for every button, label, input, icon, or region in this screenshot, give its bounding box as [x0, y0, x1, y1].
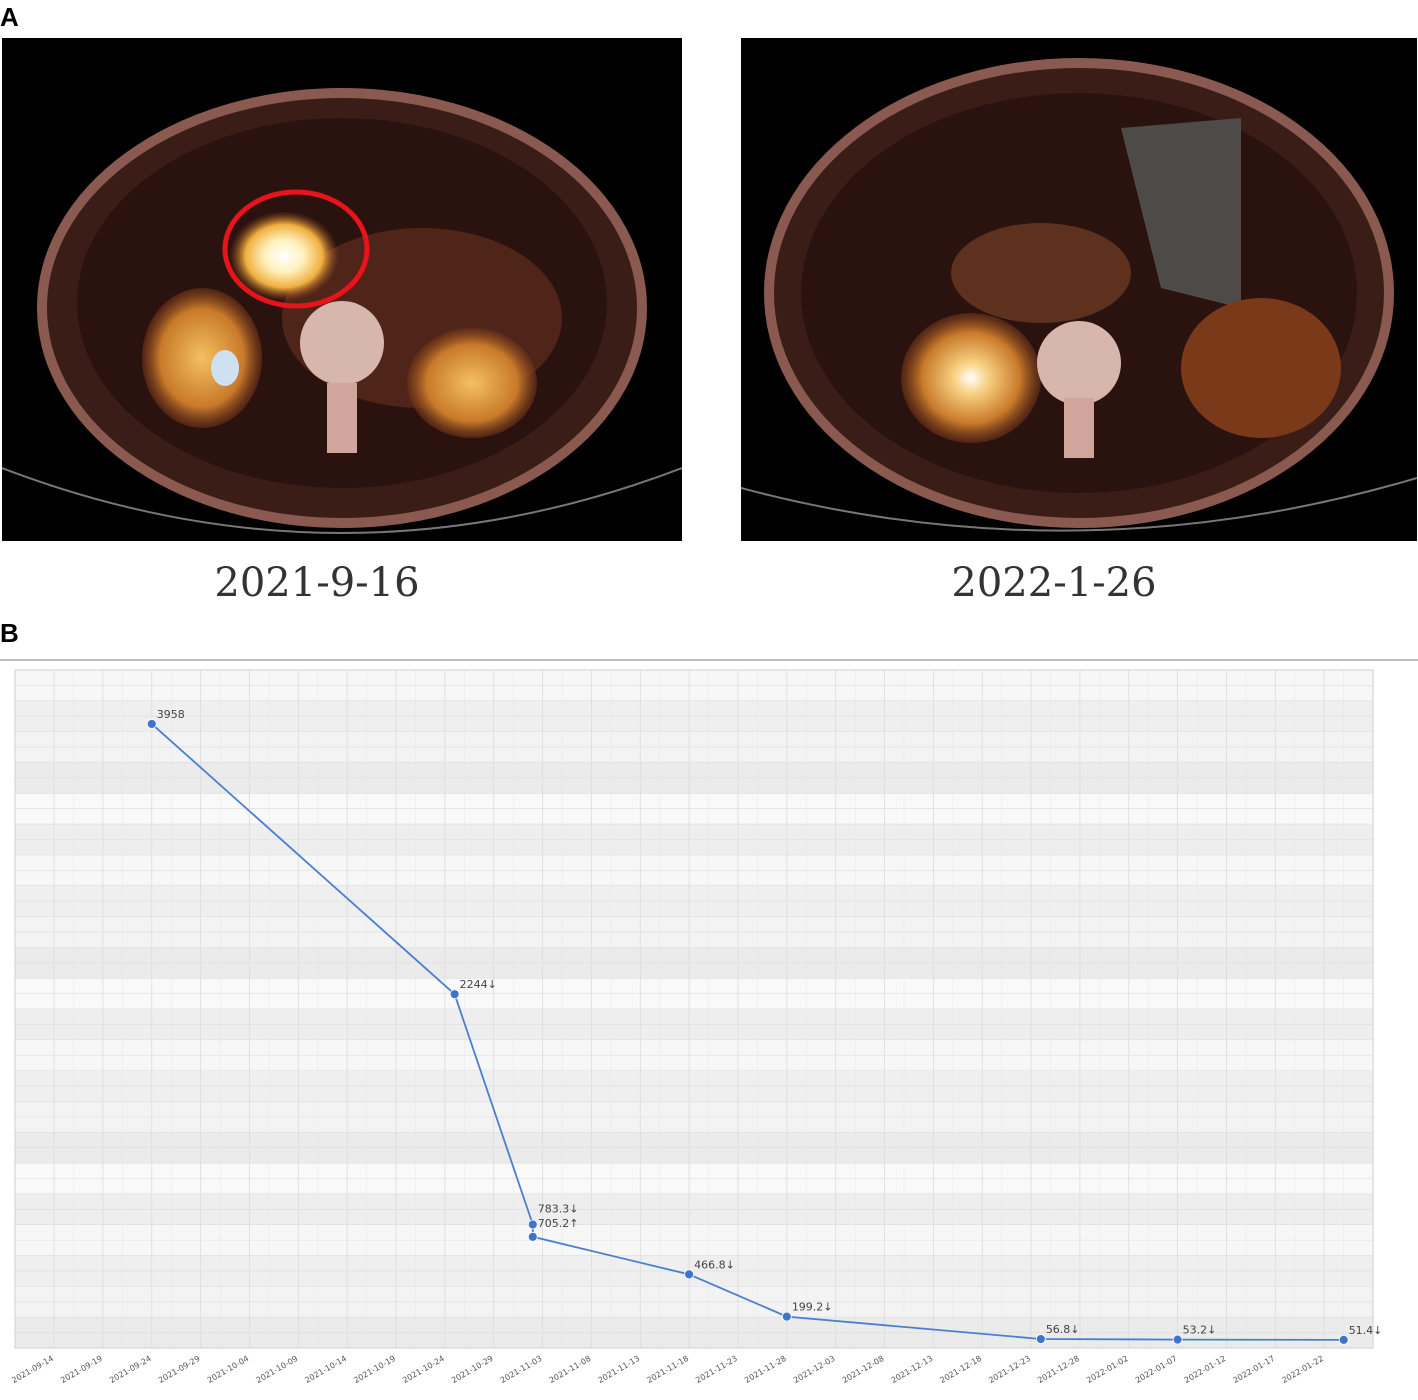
data-label: 56.8↓	[1046, 1323, 1080, 1336]
x-tick-label: 2021-10-19	[352, 1354, 397, 1385]
data-point	[527, 1231, 538, 1242]
x-tick-label: 2021-10-09	[255, 1354, 300, 1385]
x-tick-label: 2021-12-03	[792, 1354, 837, 1385]
pet-ct-scan-baseline	[2, 38, 682, 541]
x-tick-label: 2021-10-29	[450, 1354, 495, 1385]
data-labels: 3958 2244↓ 783.3↓ 705.2↑ 466.8↓ 199.2↓ 56.8↓ 53…	[157, 708, 1383, 1337]
x-tick-label: 2021-11-03	[499, 1354, 544, 1385]
data-label: 783.3↓	[538, 1202, 579, 1215]
trend-line-chart: 2021-09-14 2021-09-19 2021-09-24 2021-09-29…	[10, 669, 1383, 1385]
x-tick-label: 2022-01-17	[1232, 1354, 1277, 1385]
x-tick-label: 2021-12-28	[1036, 1354, 1081, 1385]
x-tick-label: 2021-12-18	[938, 1354, 983, 1385]
lesion-highlight-circle	[222, 189, 370, 309]
x-tick-label: 2021-12-08	[841, 1354, 886, 1385]
data-label: 51.4↓	[1349, 1324, 1383, 1337]
pet-ct-scan-followup	[741, 38, 1417, 541]
x-tick-label: 2021-09-29	[157, 1354, 202, 1385]
panel-label-b: B	[0, 618, 19, 648]
x-tick-label: 2021-12-23	[987, 1354, 1032, 1385]
data-point	[146, 719, 157, 729]
pet-ct-image-1	[2, 38, 682, 541]
plot-frame	[14, 669, 1374, 1349]
pet-ct-image-2	[741, 38, 1417, 541]
x-tick-label: 2022-01-12	[1183, 1354, 1228, 1385]
x-tick-label: 2022-01-22	[1280, 1354, 1325, 1385]
data-point	[1172, 1334, 1183, 1345]
data-label: 199.2↓	[792, 1301, 833, 1314]
data-label: 53.2↓	[1183, 1324, 1217, 1337]
x-tick-label: 2021-10-04	[206, 1354, 251, 1385]
x-tick-label: 2022-01-07	[1134, 1354, 1179, 1385]
data-label: 2244↓	[460, 978, 497, 991]
x-tick-label: 2021-09-24	[108, 1354, 153, 1385]
x-tick-label: 2021-10-14	[303, 1354, 348, 1385]
grid-lines	[15, 670, 1373, 1348]
data-point	[1338, 1334, 1349, 1345]
scan-date-baseline: 2021-9-16	[214, 560, 420, 606]
data-point	[684, 1269, 695, 1280]
data-point	[1035, 1334, 1046, 1344]
x-tick-label: 2022-01-02	[1085, 1354, 1130, 1385]
scan-date-followup: 2022-1-26	[951, 560, 1157, 606]
x-tick-label: 2021-11-18	[645, 1354, 690, 1385]
data-label: 3958	[157, 708, 185, 721]
panel-label-a: A	[0, 2, 19, 32]
x-tick-label: 2021-09-14	[10, 1354, 55, 1385]
x-axis-ticks: 2021-09-14 2021-09-19 2021-09-24 2021-09-29…	[10, 1354, 1325, 1385]
x-tick-label: 2021-10-24	[401, 1354, 446, 1385]
x-tick-label: 2021-11-23	[694, 1354, 739, 1385]
series-markers	[146, 719, 1349, 1345]
x-tick-label: 2021-09-19	[59, 1354, 104, 1385]
x-tick-label: 2021-12-13	[890, 1354, 935, 1385]
data-label: 466.8↓	[694, 1258, 735, 1271]
x-tick-label: 2021-11-08	[548, 1354, 593, 1385]
data-point	[449, 989, 460, 1000]
data-point	[527, 1219, 538, 1230]
data-label: 705.2↑	[538, 1217, 579, 1230]
x-tick-label: 2021-11-28	[743, 1354, 788, 1385]
data-point	[781, 1311, 792, 1322]
x-tick-label: 2021-11-13	[596, 1354, 641, 1385]
panel-divider	[0, 659, 1418, 661]
